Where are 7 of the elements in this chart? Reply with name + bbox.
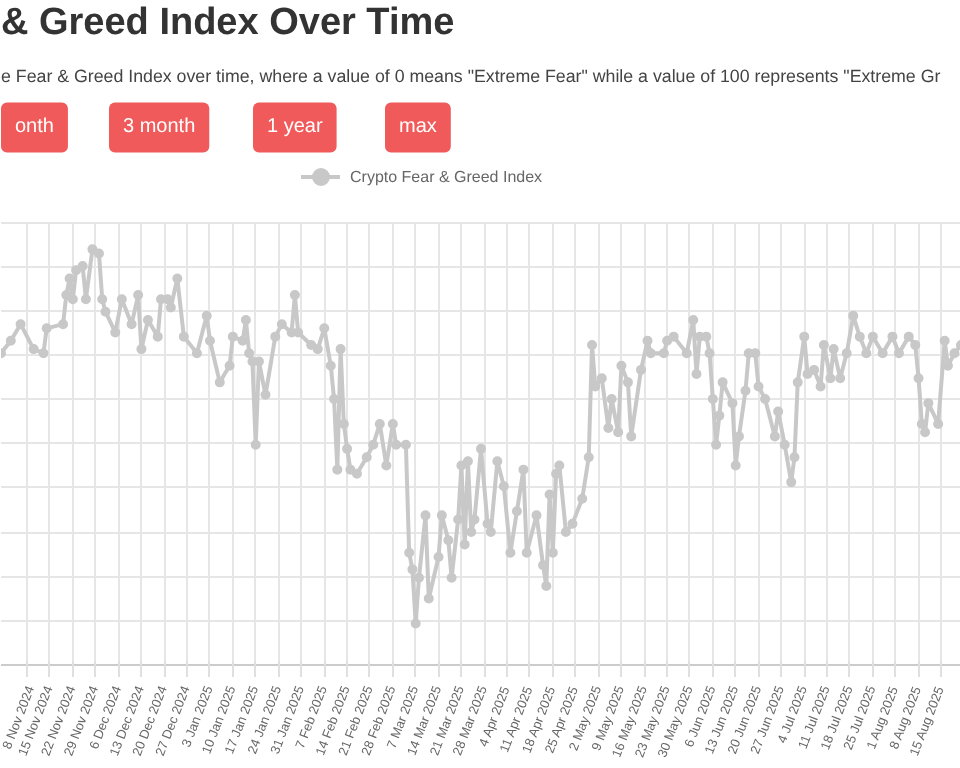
- chart-title: & Greed Index Over Time: [1, 1, 455, 44]
- text: 3 month: [123, 116, 196, 139]
- legend-label: Crypto Fear & Greed Index: [350, 167, 543, 185]
- text: onth: [15, 116, 54, 139]
- chart-subtitle: e Fear & Greed Index over time, where a value of 0 means "Extreme Fear" while a value of 100 represents "Extreme Gr: [1, 66, 941, 87]
- text: 1 year: [267, 116, 324, 139]
- text: max: [399, 116, 437, 139]
